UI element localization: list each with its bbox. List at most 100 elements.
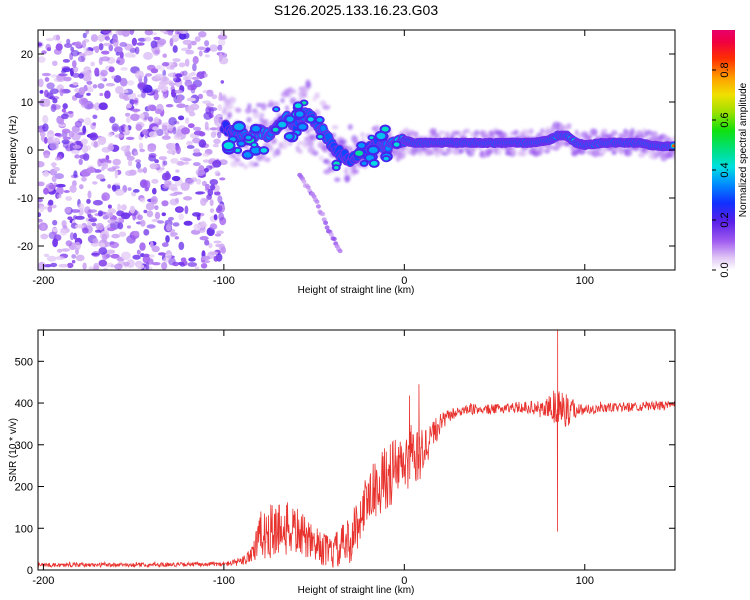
colorbar-tick-label: 0.6 (719, 112, 731, 127)
noise-blob (192, 137, 201, 144)
halo-blob (274, 148, 281, 156)
noise-blob (64, 43, 73, 48)
noise-blob (192, 212, 201, 217)
noise-blob (82, 32, 87, 39)
y-tick-label: 20 (21, 49, 33, 61)
snr-data (38, 330, 675, 569)
noise-blob (52, 60, 58, 66)
noise-blob (178, 241, 185, 251)
noise-blob (175, 169, 180, 173)
noise-blob (103, 42, 112, 47)
noise-blob (86, 145, 91, 151)
noise-blob (132, 254, 141, 260)
noise-blob (187, 262, 198, 267)
noise-blob (164, 131, 169, 136)
noise-blob (95, 222, 104, 231)
snr-series-line (38, 330, 675, 569)
halo-blob (539, 144, 544, 153)
halo-blob (410, 149, 417, 156)
noise-blob (150, 40, 158, 49)
noise-blob (71, 254, 77, 259)
blob-inner (381, 126, 389, 132)
halo-blob (278, 141, 284, 149)
noise-blob (193, 223, 201, 231)
noise-blob (154, 49, 160, 55)
noise-blob (146, 210, 154, 218)
blob-inner (286, 116, 294, 122)
noise-blob (54, 132, 61, 137)
halo-blob (438, 130, 445, 135)
noise-blob (52, 227, 58, 232)
noise-blob (143, 229, 150, 236)
noise-blob (87, 85, 93, 89)
noise-blob (78, 73, 84, 79)
noise-blob (204, 54, 210, 58)
noise-blob (58, 73, 68, 77)
halo-blob (601, 128, 608, 134)
noise-blob (66, 38, 71, 45)
noise-blob (178, 30, 189, 35)
halo-blob (281, 141, 288, 150)
noise-blob (197, 46, 206, 51)
noise-blob (146, 224, 156, 229)
x-tick-label: 100 (576, 575, 594, 587)
noise-blob (79, 154, 88, 159)
halo-blob (591, 129, 598, 136)
blob-inner (369, 136, 374, 140)
y-tick-label: -10 (17, 193, 33, 205)
noise-blob (83, 39, 90, 43)
blob-inner (243, 152, 252, 158)
noise-blob (171, 175, 181, 182)
noise-blob (124, 125, 129, 133)
noise-blob (177, 261, 185, 266)
halo-blob (470, 148, 476, 154)
noise-blob (161, 212, 166, 217)
noise-blob (204, 183, 210, 190)
noise-blob (131, 37, 137, 47)
noise-blob (174, 236, 179, 240)
noise-blob (150, 196, 158, 205)
noise-blob (143, 209, 148, 214)
halo-blob (318, 155, 324, 161)
halo-blob (252, 111, 261, 119)
noise-blob (161, 242, 169, 248)
noise-blob (100, 69, 108, 77)
noise-blob (45, 43, 51, 51)
noise-blob (209, 184, 216, 191)
noise-blob (217, 205, 223, 212)
noise-blob (126, 103, 132, 109)
noise-blob (205, 165, 213, 171)
noise-blob (186, 145, 195, 149)
noise-blob (85, 30, 90, 35)
blob-inner (316, 117, 323, 122)
noise-blob (38, 181, 45, 187)
colorbar-tick-label: 0.4 (719, 162, 731, 177)
noise-blob (176, 103, 187, 108)
noise-blob (172, 222, 180, 227)
noise-blob (133, 230, 140, 237)
noise-blob (198, 31, 207, 38)
noise-blob (61, 128, 71, 134)
noise-blob (81, 176, 87, 182)
noise-blob (161, 262, 168, 270)
x-tick-label: -100 (213, 275, 235, 287)
noise-blob (110, 253, 120, 259)
noise-blob (134, 151, 139, 156)
noise-blob (67, 110, 74, 114)
noise-blob (38, 212, 42, 218)
noise-blob (218, 52, 223, 62)
noise-blob (184, 205, 189, 215)
halo-blob (319, 100, 327, 107)
noise-blob (104, 36, 111, 41)
noise-blob (72, 82, 79, 86)
colorbar-tick-label: 0.8 (719, 62, 731, 77)
noise-blob (116, 210, 125, 217)
noise-blob (127, 160, 133, 167)
halo-blob (253, 162, 260, 167)
halo-blob (243, 164, 249, 170)
noise-blob (166, 223, 172, 232)
noise-blob (82, 227, 89, 234)
noise-blob (62, 67, 71, 73)
noise-blob (117, 203, 121, 212)
